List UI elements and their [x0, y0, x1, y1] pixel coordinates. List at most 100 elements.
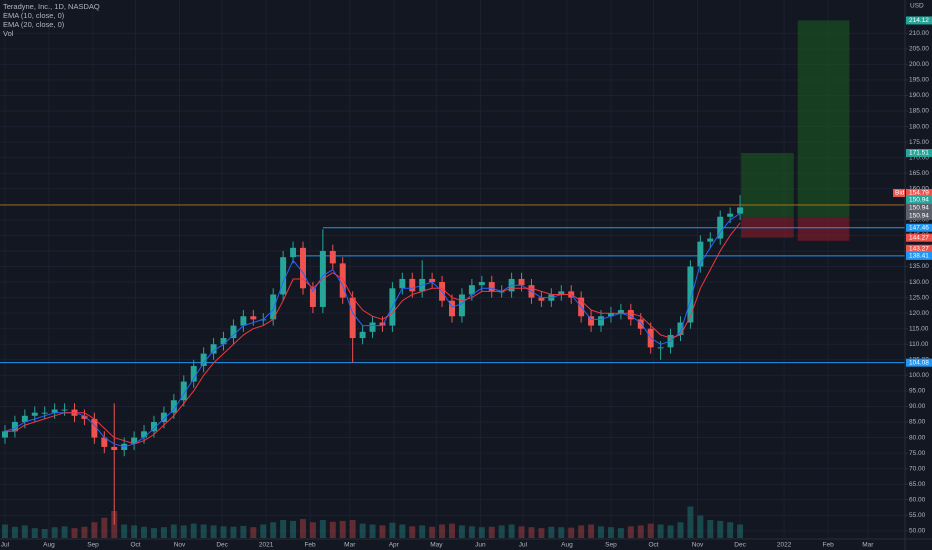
x-tick-label: May: [430, 542, 443, 549]
volume-bar: [141, 526, 148, 538]
volume-bar: [260, 524, 267, 538]
y-tick-label: 90.00: [909, 403, 926, 410]
y-tick-label: 135.00: [909, 263, 929, 270]
x-tick-label: Jul: [1, 542, 10, 549]
volume-bar: [429, 526, 436, 538]
y-tick-label: 180.00: [909, 123, 929, 130]
x-tick-label: Sep: [87, 542, 99, 549]
level-label-box: [906, 358, 932, 367]
candle-body: [607, 313, 614, 317]
volume-bar: [170, 524, 177, 538]
volume-bar: [598, 526, 604, 538]
volume-bar: [369, 524, 376, 538]
volume-bar: [240, 525, 247, 538]
price-label: 150.94: [909, 205, 929, 212]
candle-body: [220, 338, 227, 345]
candle-body: [339, 263, 346, 298]
volume-bar: [230, 526, 237, 538]
candle-body: [369, 322, 376, 332]
x-tick-label: Apr: [389, 542, 400, 549]
candle-body: [300, 247, 306, 289]
legend: Teradyne, Inc., 1D, NASDAQ EMA (10, clos…: [3, 2, 100, 38]
indicator-label: EMA (10, close, 0): [3, 11, 65, 20]
volume-bar: [617, 528, 624, 538]
volume-bar: [707, 520, 714, 538]
volume-bar: [409, 526, 416, 538]
volume-bar: [538, 528, 545, 538]
y-tick-label: 60.00: [909, 496, 926, 503]
volume-bar: [528, 527, 535, 538]
volume-bar: [71, 528, 78, 538]
y-tick-label: 85.00: [909, 419, 926, 426]
ema-line: [4, 213, 741, 448]
bid-label: 154.79: [909, 190, 929, 197]
candle-body: [657, 347, 664, 349]
volume-bar: [210, 525, 217, 538]
candle-body: [329, 250, 336, 264]
volume-bar: [488, 526, 495, 538]
y-tick-label: 175.00: [909, 139, 929, 146]
volume-bar: [300, 519, 306, 538]
volume-bar: [687, 506, 694, 538]
volume-bar: [727, 522, 734, 538]
volume-bar: [737, 524, 744, 538]
candle-body: [399, 278, 406, 289]
x-tick-label: Oct: [130, 542, 140, 549]
price-label-box: [906, 203, 932, 212]
y-tick-label: 185.00: [909, 108, 929, 115]
y-tick-label: 150.00: [909, 217, 929, 224]
x-tick-label: Nov: [692, 542, 704, 549]
y-tick-label: 80.00: [909, 434, 926, 441]
x-tick-label: Feb: [823, 542, 835, 549]
candle-body: [250, 316, 257, 320]
candle-body: [687, 266, 694, 323]
candle-body: [240, 316, 247, 326]
price-label-box: [906, 211, 932, 220]
volume-bar: [419, 525, 426, 538]
volume-bar: [339, 520, 346, 538]
x-tick-label: Sep: [605, 542, 617, 549]
volume-bar: [91, 522, 98, 538]
volume-bar: [349, 520, 356, 538]
target-zone: [741, 152, 794, 217]
candle-body: [21, 415, 28, 423]
candle-body: [190, 366, 197, 382]
x-tick-label: Jun: [475, 542, 486, 549]
candle-body: [11, 422, 18, 432]
candle-body: [677, 322, 684, 335]
candle-body: [309, 288, 316, 307]
candle-body: [31, 412, 38, 416]
stop-label-box: [906, 233, 932, 242]
candle-body: [61, 409, 68, 411]
volume-bar: [41, 529, 48, 538]
indicator-label: Vol: [3, 29, 14, 38]
volume-bar: [1, 524, 8, 538]
y-tick-label: 75.00: [909, 450, 926, 457]
x-tick-label: Jul: [519, 542, 528, 549]
volume-bar: [270, 522, 277, 538]
x-tick-label: Feb: [304, 542, 316, 549]
volume-bar: [150, 528, 157, 538]
candle-body: [637, 319, 644, 329]
volume-bar: [160, 527, 167, 538]
candle-body: [280, 257, 287, 295]
candle-body: [429, 278, 436, 283]
volume-bar: [677, 522, 684, 538]
y-tick-label: 120.00: [909, 310, 929, 317]
volume-bar: [647, 523, 654, 538]
x-tick-label: Dec: [734, 542, 746, 549]
volume-bar: [697, 515, 704, 538]
candle-body: [160, 412, 167, 423]
volume-bar: [31, 528, 38, 538]
level-label: 138.41: [909, 253, 929, 260]
volume-bar: [180, 525, 187, 538]
candle-body: [131, 437, 138, 444]
indicator-label: EMA (20, close, 0): [3, 20, 65, 29]
volume-bar: [518, 526, 525, 538]
y-tick-label: 110.00: [909, 341, 929, 348]
y-tick-label: 190.00: [909, 92, 929, 99]
volume-bar: [220, 526, 227, 538]
volume-bar: [101, 517, 108, 538]
volume-bar: [11, 526, 18, 538]
